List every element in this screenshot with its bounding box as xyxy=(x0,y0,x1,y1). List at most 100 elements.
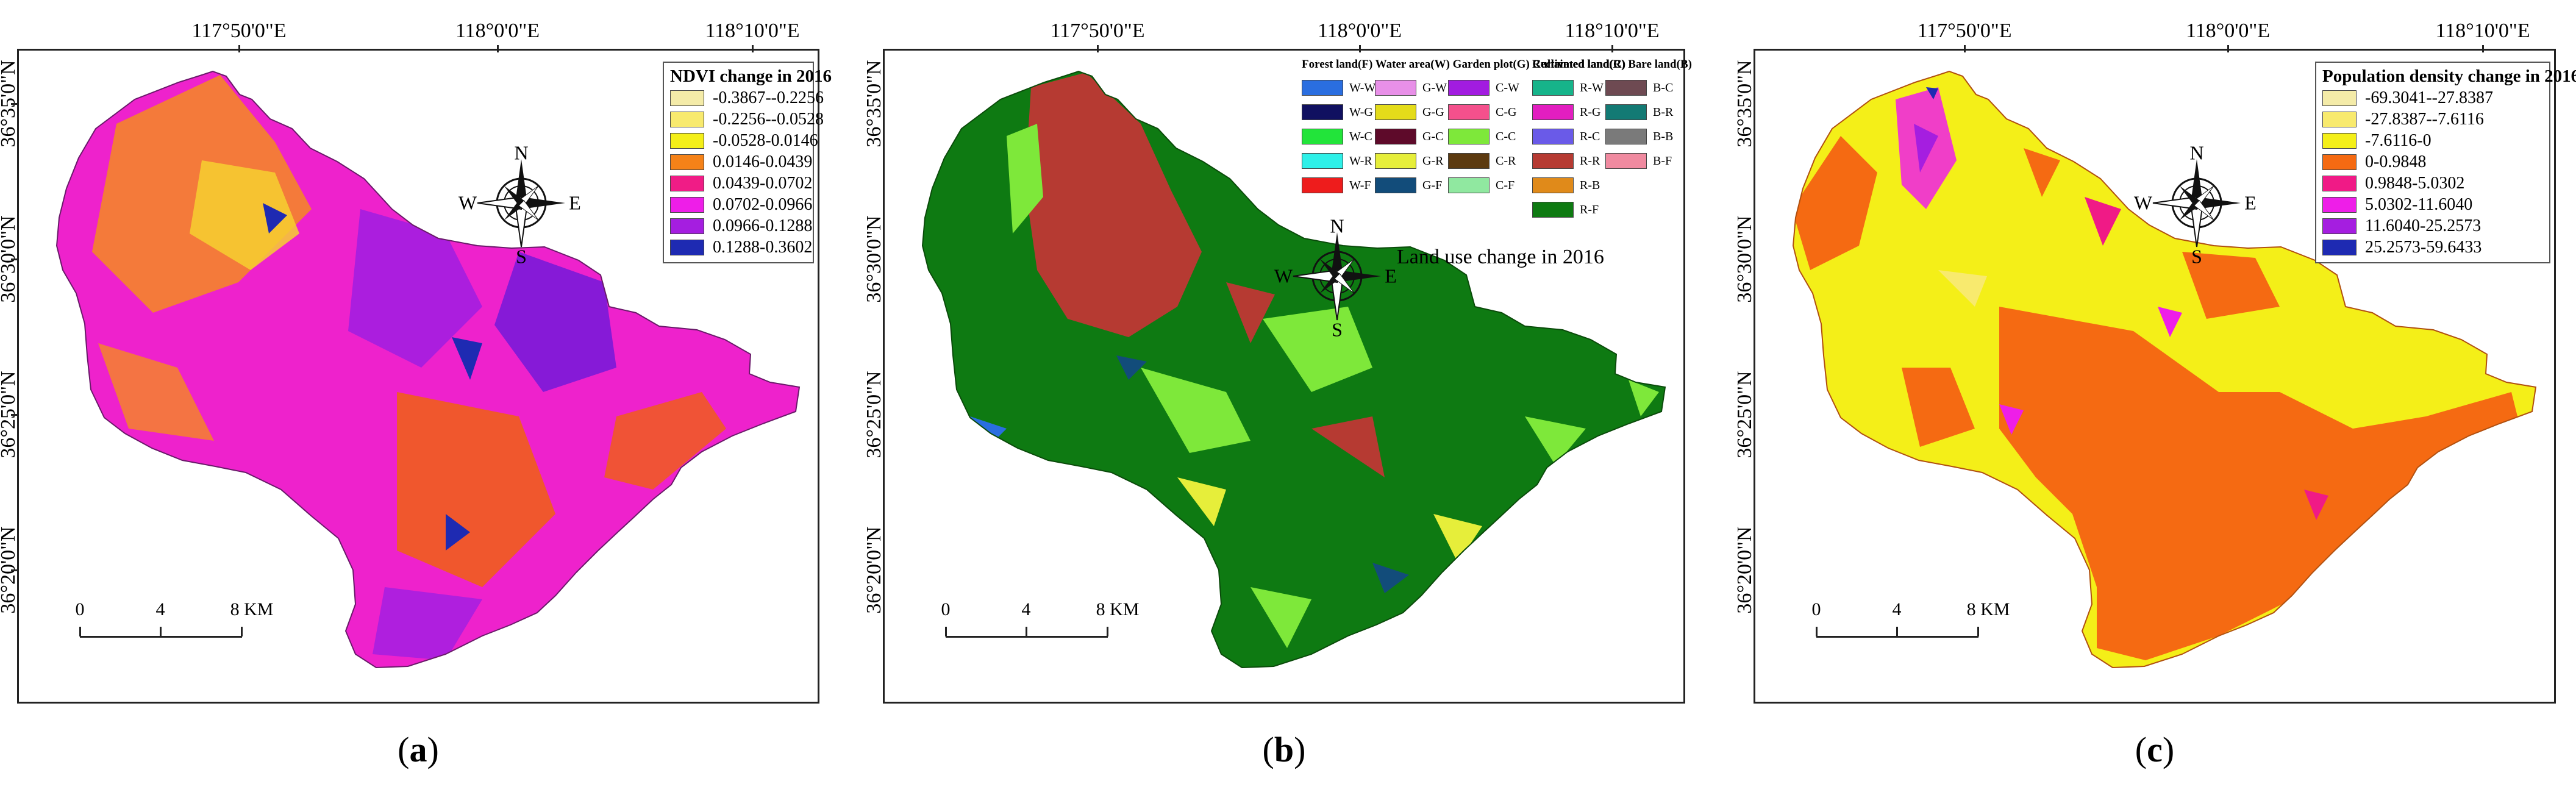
legend-header-2: Reclaimed land(R) Bare land(B) xyxy=(1532,58,1692,71)
legend-item: 0.9848-5.0302 xyxy=(2322,174,2543,193)
legend-item: B-C xyxy=(1605,79,1673,97)
compass-n: N xyxy=(1330,215,1344,237)
legend-item: 0-0.9848 xyxy=(2322,152,2543,172)
latitude-label: 36°30'0"N xyxy=(1733,215,1756,303)
scale-tick xyxy=(241,627,243,636)
legend-item: W-F xyxy=(1302,176,1371,194)
longitude-label: 117°50'0"E xyxy=(191,20,287,42)
legend-item: W-W xyxy=(1302,79,1375,97)
legend-swatch xyxy=(1448,153,1490,169)
legend-item: 5.0302-11.6040 xyxy=(2322,195,2543,215)
compass-w: W xyxy=(1274,265,1293,287)
scale-line xyxy=(1816,636,1978,638)
graticule-tick xyxy=(11,258,18,260)
legend-item: B-R xyxy=(1605,103,1673,121)
panel-a-ndvi-map: NDVI change in 2016 -0.3867--0.2256 -0.22… xyxy=(17,49,832,704)
longitude-label: 118°10'0"E xyxy=(2435,20,2530,42)
graticule-tick xyxy=(497,45,499,52)
legend-label: 25.2573-59.6433 xyxy=(2365,238,2482,257)
legend-swatch xyxy=(2322,112,2357,127)
legend-label: W-R xyxy=(1349,154,1372,168)
graticule-tick xyxy=(11,414,18,416)
compass-w: W xyxy=(458,191,477,214)
compass-n: N xyxy=(514,141,529,164)
legend-swatch xyxy=(670,154,704,170)
legend-item: 0.1288-0.3602 xyxy=(670,238,812,257)
legend-swatch xyxy=(1605,153,1647,169)
legend-item: R-B xyxy=(1532,176,1600,194)
north-arrow-compass: N S W E xyxy=(1274,215,1398,341)
legend-header-1: Forest land(F) Water area(W) Garden plot… xyxy=(1302,58,1626,71)
legend-label: G-C xyxy=(1422,129,1444,143)
scale-label-4: 4 xyxy=(1892,599,1902,619)
map-title: Land use change in 2016 xyxy=(1397,246,1604,268)
latitude-label: 36°25'0"N xyxy=(863,371,885,458)
graticule-tick xyxy=(752,45,754,52)
legend-swatch xyxy=(1448,104,1490,120)
scale-tick xyxy=(79,627,81,636)
legend-swatch xyxy=(2322,240,2357,255)
latitude-label: 36°25'0"N xyxy=(1733,371,1756,458)
legend-swatch xyxy=(1375,177,1416,193)
legend-swatch xyxy=(2322,176,2357,191)
scale-label-0: 0 xyxy=(941,599,951,619)
ndvi-legend: NDVI change in 2016 -0.3867--0.2256 -0.22… xyxy=(663,62,832,263)
scale-tick xyxy=(1026,627,1027,636)
legend-swatch xyxy=(2322,218,2357,234)
legend-label: 0.1288-0.3602 xyxy=(713,238,813,257)
legend-label: B-R xyxy=(1653,105,1674,119)
latitude-label: 36°20'0"N xyxy=(863,526,885,614)
longitude-label: 117°50'0"E xyxy=(1050,20,1145,42)
legend-label: W-G xyxy=(1349,105,1373,119)
legend-swatch xyxy=(2322,197,2357,213)
legend-label: 0.0439-0.0702 xyxy=(713,174,813,193)
scale-line xyxy=(946,636,1108,638)
graticule-tick xyxy=(11,103,18,105)
scale-label-0: 0 xyxy=(1811,599,1821,619)
legend-swatch xyxy=(1302,177,1343,193)
scale-bar: 0 4 8 KM xyxy=(940,599,1139,660)
legend-label: R-G xyxy=(1580,105,1601,119)
legend-swatch xyxy=(670,133,704,149)
legend-swatch xyxy=(1532,153,1574,169)
legend-label: -7.6116-0 xyxy=(2365,131,2432,150)
legend-label: B-C xyxy=(1653,80,1674,94)
panel-b-land-use-map: Forest land(F) Water area(W) Garden plot… xyxy=(883,49,1692,704)
caption-letter: a xyxy=(409,730,427,769)
legend-swatch xyxy=(670,90,704,106)
legend-item: -69.3041--27.8387 xyxy=(2322,88,2543,108)
legend-item: 0.0439-0.0702 xyxy=(670,174,812,193)
scale-bar: 0 4 8 KM xyxy=(1810,599,2010,660)
legend-item: G-F xyxy=(1375,176,1442,194)
legend-item: 25.2573-59.6433 xyxy=(2322,238,2543,257)
legend-title: NDVI change in 2016 xyxy=(670,66,832,86)
legend-label: W-C xyxy=(1349,129,1372,143)
graticule-tick xyxy=(2482,45,2484,52)
legend-swatch xyxy=(1532,202,1574,218)
legend-item: 0.0966-0.1288 xyxy=(670,216,812,236)
population-density-legend: Population density change in 2016 -69.30… xyxy=(2315,62,2576,263)
legend-swatch xyxy=(670,197,704,213)
legend-label: -0.2256--0.0528 xyxy=(713,110,824,129)
legend-item: -0.0528-0.0146 xyxy=(670,131,818,151)
legend-label: 0.0702-0.0966 xyxy=(713,195,813,214)
legend-item: G-G xyxy=(1375,103,1444,121)
legend-swatch xyxy=(1532,80,1574,96)
legend-item: R-C xyxy=(1532,127,1600,146)
scale-bar: 0 4 8 KM xyxy=(74,599,273,660)
legend-item: R-R xyxy=(1532,152,1600,170)
caption-letter: b xyxy=(1274,730,1294,769)
legend-swatch xyxy=(1448,129,1490,144)
legend-swatch xyxy=(1448,80,1490,96)
legend-label: G-F xyxy=(1422,178,1443,192)
longitude-label: 118°10'0"E xyxy=(705,20,800,42)
graticule-tick xyxy=(11,569,18,571)
land-use-legend: Forest land(F) Water area(W) Garden plot… xyxy=(1299,57,1692,234)
graticule-tick xyxy=(1097,45,1099,52)
longitude-label: 118°0'0"E xyxy=(455,20,540,42)
legend-item: -0.2256--0.0528 xyxy=(670,110,824,129)
panel-c-population-density-map: Population density change in 2016 -69.30… xyxy=(1754,49,2576,704)
legend-item: W-R xyxy=(1302,152,1372,170)
legend-swatch xyxy=(670,218,704,234)
legend-item: W-G xyxy=(1302,103,1373,121)
